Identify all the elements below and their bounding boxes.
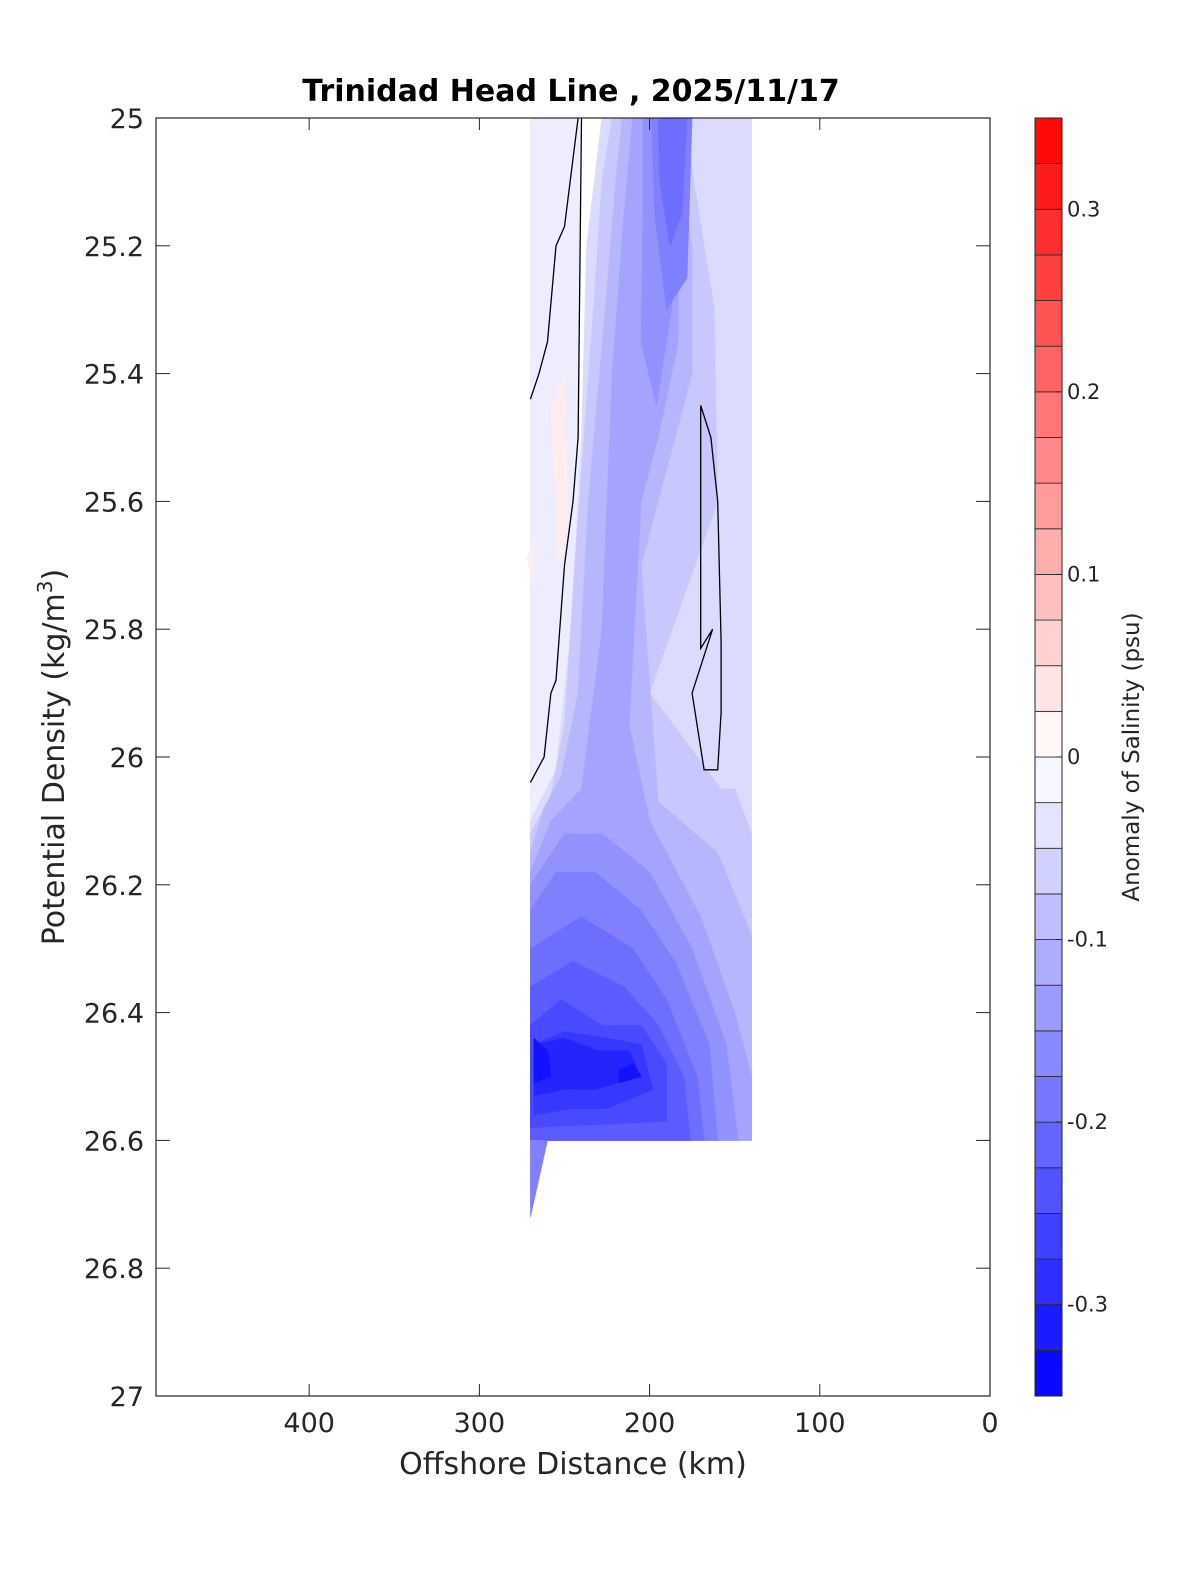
colorbar-segment xyxy=(1034,710,1063,758)
y-tick-label: 25.8 xyxy=(84,615,144,646)
colorbar-segment xyxy=(1034,893,1063,940)
anomaly-region-19 xyxy=(526,539,535,585)
colorbar-segment xyxy=(1034,802,1063,849)
colorbar-segment xyxy=(1034,984,1063,1032)
colorbar-segment xyxy=(1034,1349,1063,1397)
y-axis: 25 25.2 25.4 25.6 25.8 26 26.2 26.4 26.6 26.8 27 xyxy=(84,104,990,1413)
y-axis-label-close: ) xyxy=(37,569,72,581)
zero-contour-line-0 xyxy=(529,118,579,400)
colorbar-segment xyxy=(1034,254,1063,301)
colorbar-segment xyxy=(1034,391,1063,438)
colorbar-segment xyxy=(1034,117,1063,165)
y-tick-label: 26.6 xyxy=(84,1126,144,1157)
colorbar-segment xyxy=(1034,756,1063,804)
colorbar-segment xyxy=(1034,1213,1063,1260)
colorbar-segment xyxy=(1034,528,1063,575)
colorbar-tick-label: 0.1 xyxy=(1067,562,1100,586)
y-tick-label: 26.2 xyxy=(84,871,144,902)
x-axis-label: Offshore Distance (km) xyxy=(399,1447,747,1482)
anomaly-fill-layer xyxy=(526,118,753,1218)
chart-title: Trinidad Head Line , 2025/11/17 xyxy=(302,74,839,109)
colorbar-segment xyxy=(1034,1304,1063,1351)
y-axis-label-superscript: 3 xyxy=(33,580,57,593)
colorbar-segment xyxy=(1034,437,1063,484)
x-tick-label: 0 xyxy=(981,1408,998,1439)
zero-contour-layer xyxy=(529,118,722,783)
colorbar-segment xyxy=(1034,300,1063,347)
colorbar-segment xyxy=(1034,1030,1063,1077)
anomaly-region-16 xyxy=(618,1063,642,1084)
y-tick-label: 26.4 xyxy=(84,999,144,1030)
x-axis: 400 300 200 100 0 xyxy=(283,118,999,1439)
anomaly-region-14 xyxy=(533,1037,642,1097)
zero-contour-line-2 xyxy=(691,405,722,771)
y-tick-label: 25 xyxy=(110,104,144,135)
y-tick-label: 25.6 xyxy=(84,487,144,518)
x-tick-label: 300 xyxy=(454,1408,506,1439)
colorbar-segment xyxy=(1034,345,1063,393)
x-tick-label: 400 xyxy=(283,1408,335,1439)
colorbar-ticks: 0.3 0.2 0.1 0 -0.1 -0.2 -0.3 xyxy=(1056,197,1108,1317)
anomaly-region-15 xyxy=(533,1037,552,1084)
colorbar-segment xyxy=(1034,1167,1063,1214)
colorbar-segment xyxy=(1034,939,1063,986)
colorbar-segment xyxy=(1034,665,1063,712)
zero-contour-line-1 xyxy=(529,118,583,783)
colorbar-segment xyxy=(1034,1076,1063,1123)
y-tick-label: 27 xyxy=(110,1382,144,1413)
anomaly-region-17 xyxy=(530,1140,548,1218)
colorbar-segment xyxy=(1034,1121,1063,1169)
anomaly-region-18 xyxy=(550,373,569,566)
colorbar-tick-label: 0 xyxy=(1067,745,1080,769)
x-tick-label: 200 xyxy=(624,1408,676,1439)
anomaly-region-9 xyxy=(657,118,688,247)
colorbar-segment xyxy=(1034,163,1063,210)
colorbar-segment xyxy=(1034,847,1063,895)
colorbar-segment xyxy=(1034,208,1063,256)
colorbar-segment xyxy=(1034,482,1063,530)
colorbar-tick-label: 0.2 xyxy=(1067,380,1100,404)
y-axis-label: Potential Density (kg/m3) xyxy=(33,569,72,945)
y-tick-label: 25.2 xyxy=(84,232,144,263)
colorbar-tick-label: -0.3 xyxy=(1067,1293,1108,1317)
x-tick-label: 100 xyxy=(794,1408,846,1439)
colorbar-tick-label: 0.3 xyxy=(1067,197,1100,221)
colorbar-segment xyxy=(1034,574,1063,621)
colorbar-segment xyxy=(1034,619,1063,667)
colorbar-tick-label: -0.1 xyxy=(1067,928,1108,952)
colorbar-tick-label: -0.2 xyxy=(1067,1110,1108,1134)
y-tick-label: 26.8 xyxy=(84,1254,144,1285)
y-axis-label-main: Potential Density (kg/m xyxy=(37,593,72,945)
y-tick-label: 26 xyxy=(110,743,144,774)
colorbar-label: Anomaly of Salinity (psu) xyxy=(1119,612,1145,901)
colorbar-segment xyxy=(1034,1258,1063,1306)
y-tick-label: 25.4 xyxy=(84,360,144,391)
